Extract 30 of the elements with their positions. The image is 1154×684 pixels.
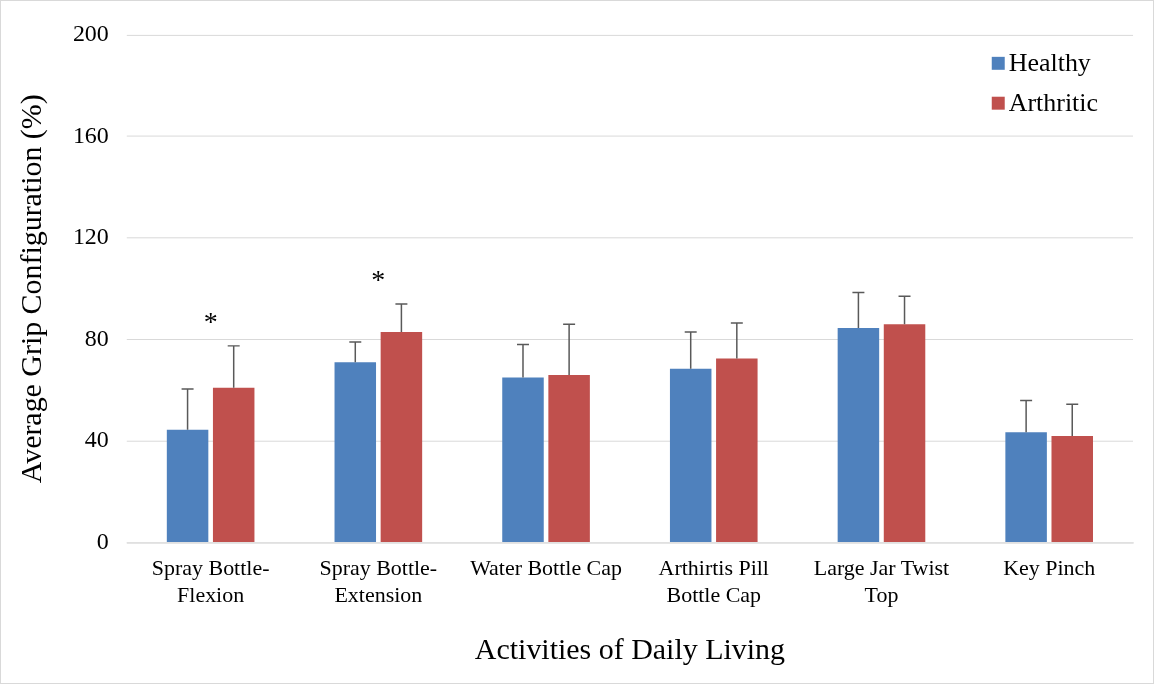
y-tick-label: 120 <box>72 223 109 250</box>
bar <box>1005 432 1047 543</box>
legend-label: Arthritic <box>1008 87 1099 117</box>
annotation: * <box>371 264 386 296</box>
x-axis-title: Activities of Daily Living <box>474 631 786 665</box>
annotation: * <box>203 306 218 338</box>
bar <box>212 387 255 543</box>
bar <box>837 328 880 543</box>
x-tick-label: Arthirtis Pill Bottle Cap <box>658 555 769 607</box>
y-tick-label: 40 <box>84 426 109 453</box>
x-tick-label: Key Pinch <box>1003 555 1096 581</box>
y-tick-label: 80 <box>84 324 109 351</box>
x-tick-label: Spray Bottle-Flexion <box>151 555 270 607</box>
bar <box>883 324 926 543</box>
bar <box>166 429 209 543</box>
bar <box>669 368 712 543</box>
y-tick-label: 160 <box>72 121 109 148</box>
legend-label: Healthy <box>1008 47 1091 77</box>
bar <box>502 377 544 543</box>
bar <box>1051 435 1093 543</box>
bar <box>716 358 758 543</box>
y-axis-title: Average Grip Configuration (%) <box>13 94 48 484</box>
y-tick-label: 200 <box>72 20 109 47</box>
x-tick-label: Water Bottle Cap <box>470 555 622 581</box>
bar <box>334 362 377 543</box>
y-tick-label: 0 <box>96 527 109 554</box>
bar <box>380 331 423 543</box>
x-tick-label: Spray Bottle-Extension <box>319 555 438 607</box>
x-tick-label: Large Jar Twist Top <box>813 555 950 607</box>
bar <box>548 375 590 543</box>
